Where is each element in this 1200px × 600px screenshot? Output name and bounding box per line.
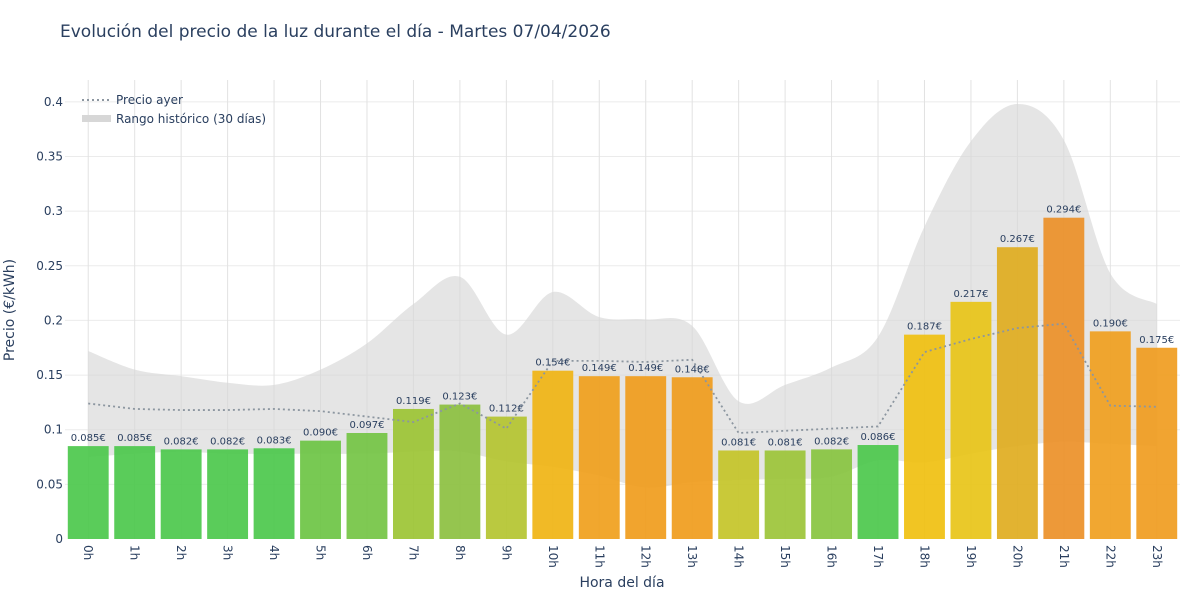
chart-title: Evolución del precio de la luz durante e… [60,22,611,42]
bar-value-label: 0.090€ [303,428,338,439]
legend: Precio ayer Rango histórico (30 días) [82,93,266,126]
x-tick-label: 6h [360,545,374,560]
yesterday-line-layer [88,322,1157,434]
bar-1h [114,446,156,539]
bar-9h [485,416,527,539]
bar-value-label: 0.154€ [535,358,570,369]
bar-21h [1043,217,1085,539]
bar-16h [811,449,853,539]
y-tick-label: 0.15 [36,368,63,382]
x-tick-label: 7h [406,545,420,560]
x-tick-label: 8h [453,545,467,560]
x-tick-label: 22h [1103,545,1117,568]
bar-8h [439,404,481,539]
y-tick-label: 0.35 [36,150,63,164]
x-tick-label: 16h [825,545,839,568]
bars [67,217,1178,539]
y-tick-label: 0.1 [44,423,63,437]
y-tick-label: 0.3 [44,204,63,218]
bar-3h [207,449,249,539]
historical-range [88,104,1157,488]
bar-0h [67,446,109,539]
bar-22h [1089,331,1131,539]
bar-value-label: 0.082€ [210,436,245,447]
bar-5h [300,440,341,539]
bar-value-label: 0.082€ [814,436,849,447]
bar-value-label: 0.267€ [1000,234,1035,245]
bar-value-label: 0.086€ [861,432,896,443]
bar-value-label: 0.149€ [628,363,663,374]
bar-6h [346,432,388,539]
bar-18h [904,334,945,539]
bar-value-label: 0.148€ [675,364,710,375]
bar-19h [950,301,992,539]
x-tick-label: 15h [778,545,792,568]
bar-value-label: 0.217€ [953,289,988,300]
y-axis-ticks: 0 0.05 0.1 0.15 0.2 0.25 0.3 0.35 0.4 [36,95,63,546]
bar-12h [625,376,667,539]
bar-labels: 0.085€ 0.085€ 0.082€ 0.082€ 0.083€ 0.090€ 0.09… [71,205,1175,449]
bar-value-label: 0.081€ [721,437,756,448]
bar-23h [1136,347,1178,539]
x-tick-label: 17h [871,545,885,568]
x-tick-label: 10h [546,545,560,568]
x-tick-label: 9h [499,545,513,560]
x-tick-label: 3h [221,545,235,560]
x-tick-label: 4h [267,545,281,560]
bar-4h [253,448,295,539]
x-tick-label: 20h [1010,545,1024,568]
bar-10h [532,370,574,539]
x-tick-label: 23h [1150,545,1164,568]
bar-20h [996,247,1038,539]
x-tick-label: 5h [314,545,328,560]
bar-value-label: 0.083€ [257,435,292,446]
range-area [88,104,1157,488]
x-tick-label: 19h [964,545,978,568]
x-tick-label: 1h [128,545,142,560]
y-tick-label: 0.25 [36,259,63,273]
bar-value-label: 0.085€ [71,433,106,444]
bar-value-label: 0.149€ [582,363,617,374]
bar-11h [578,376,620,539]
bar-14h [718,450,760,539]
legend-label-rango: Rango histórico (30 días) [116,112,266,126]
bar-value-label: 0.097€ [349,420,384,431]
bar-value-label: 0.119€ [396,396,431,407]
yesterday-price-line [88,322,1157,434]
x-tick-label: 11h [592,545,606,568]
bar-value-label: 0.123€ [442,392,477,403]
bar-value-label: 0.085€ [117,433,152,444]
x-tick-label: 21h [1057,545,1071,568]
bar-value-label: 0.081€ [768,437,803,448]
x-axis-ticks: 0h 1h 2h 3h 4h 5h 6h 7h 8h 9h 10h 11h 12h 13h 14h 15h 16… [81,545,1164,568]
x-tick-label: 14h [732,545,746,568]
x-axis-title: Hora del día [579,575,664,591]
x-tick-label: 12h [639,545,653,568]
y-axis-title: Precio (€/kWh) [2,259,18,361]
bar-2h [160,449,202,539]
bar-value-label: 0.175€ [1139,335,1174,346]
bar-13h [671,377,713,539]
x-tick-label: 0h [81,545,95,560]
bar-value-label: 0.294€ [1046,205,1081,216]
legend-label-precio-ayer: Precio ayer [116,93,183,107]
bar-17h [857,445,899,539]
bar-value-label: 0.082€ [164,436,199,447]
legend-swatch-rango [82,115,111,122]
y-tick-label: 0 [55,532,63,546]
y-tick-label: 0.4 [44,95,63,109]
bar-value-label: 0.187€ [907,322,942,333]
y-tick-label: 0.2 [44,313,63,327]
bar-value-label: 0.112€ [489,404,524,415]
bar-value-label: 0.190€ [1093,318,1128,329]
x-tick-label: 18h [917,545,931,568]
bar-15h [764,450,806,539]
bar-7h [392,408,434,539]
x-tick-label: 13h [685,545,699,568]
y-tick-label: 0.05 [36,477,63,491]
x-tick-label: 2h [174,545,188,560]
